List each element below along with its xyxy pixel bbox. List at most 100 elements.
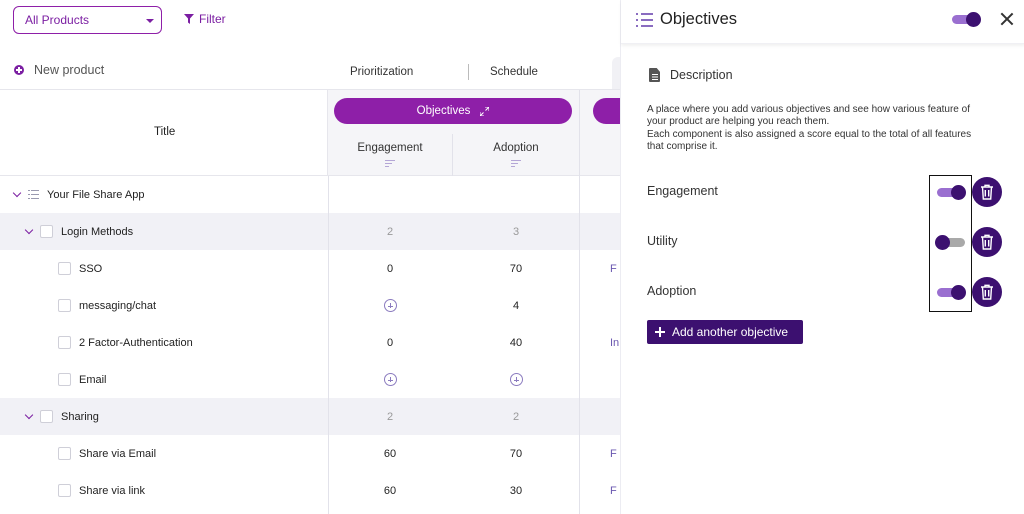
objective-toggle[interactable] [937,285,967,300]
row-title: Share via link [79,484,146,497]
engagement-column-header[interactable]: Engagement [357,142,423,154]
row-title: Email [79,373,107,386]
add-objective-button[interactable]: Add another objective [647,320,803,344]
engagement-cell[interactable]: 2 [386,410,394,423]
row-checkbox[interactable] [58,447,71,460]
description-heading: Description [649,68,733,82]
table-row[interactable]: SSO 0 70 F [0,250,620,287]
adoption-cell[interactable]: 70 [509,262,523,275]
row-title: messaging/chat [79,299,157,312]
row-checkbox[interactable] [58,484,71,497]
objective-toggle[interactable] [935,235,967,250]
add-circle-icon[interactable] [383,299,397,312]
adoption-cell[interactable]: 3 [512,225,520,238]
row-title: Login Methods [61,225,134,238]
panel-header: Objectives [621,0,1024,44]
adoption-cell[interactable]: 4 [512,299,520,312]
adoption-cell[interactable]: 70 [509,447,523,460]
table-row[interactable]: Email [0,361,620,398]
table-row[interactable]: 2 Factor-Authentication 0 40 In [0,324,620,361]
engagement-cell[interactable] [328,373,452,386]
close-icon[interactable] [1000,12,1014,26]
engagement-cell[interactable]: 60 [383,447,397,460]
objective-row-utility: Utility [647,227,1007,257]
objective-row-engagement: Engagement [647,177,1007,207]
next-column-cell[interactable]: F [610,262,617,275]
column-divider [452,134,453,176]
tab-edge [612,57,620,89]
trash-icon [981,184,993,200]
objectives-header-pill[interactable]: Objectives [334,98,572,124]
delete-objective-button[interactable] [972,277,1002,307]
title-column-header: Title [0,89,328,176]
filter-icon [184,14,194,24]
engagement-cell[interactable] [328,299,452,312]
new-product-button[interactable]: New product [14,63,104,77]
sort-icon[interactable] [511,160,521,168]
product-table-area: All Products Filter New product Prioriti… [0,6,620,514]
objectives-master-toggle[interactable] [952,12,982,27]
row-title: Sharing [61,410,99,423]
filter-button[interactable]: Filter [184,12,226,26]
table-row[interactable]: Share via link 60 30 F [0,472,620,509]
description-title: Description [670,68,733,82]
row-checkbox[interactable] [58,373,71,386]
row-title: Share via Email [79,447,157,460]
tab-prioritization[interactable]: Prioritization [350,66,414,78]
chevron-down-icon[interactable] [24,410,34,419]
adoption-cell[interactable]: 30 [509,484,523,497]
table-row[interactable]: Share via Email 60 70 F [0,435,620,472]
adoption-cell[interactable]: 40 [509,336,523,349]
list-icon [636,13,653,27]
engagement-cell[interactable]: 60 [383,484,397,497]
objective-name: Utility [647,234,678,248]
row-title: Your File Share App [47,188,145,201]
sort-icon[interactable] [385,160,395,168]
description-line: Each component is also assigned a score … [647,128,972,140]
description-text: A place where you add various objectives… [647,104,1007,153]
title-header-label: Title [154,126,176,138]
add-circle-icon[interactable] [509,373,523,386]
adoption-cell[interactable] [454,373,578,386]
engagement-cell[interactable]: 0 [386,262,394,275]
column-divider [579,90,580,177]
adoption-column-header[interactable]: Adoption [493,142,539,154]
new-product-label: New product [34,63,105,77]
row-checkbox[interactable] [58,262,71,275]
chevron-down-icon[interactable] [24,225,34,234]
table-row[interactable]: messaging/chat 4 [0,287,620,324]
adoption-cell[interactable]: 2 [512,410,520,423]
add-objective-label: Add another objective [672,325,789,339]
tab-schedule[interactable]: Schedule [490,66,538,78]
table-row[interactable]: Sharing 2 2 [0,398,620,435]
tab-divider [468,64,469,80]
row-checkbox[interactable] [40,225,53,238]
description-line: that comprise it. [647,140,718,152]
next-column-cell[interactable]: F [610,484,617,497]
objective-name: Engagement [647,184,718,198]
next-column-cell[interactable]: F [610,447,617,460]
chevron-down-icon[interactable] [12,188,22,197]
toggle-highlight-box [929,175,972,312]
product-select-value: All Products [25,13,90,27]
delete-objective-button[interactable] [972,227,1002,257]
objective-row-adoption: Adoption [647,277,1007,307]
table-row[interactable]: Your File Share App [0,176,620,213]
next-column-cell[interactable]: In [610,336,620,349]
plus-icon [14,65,24,75]
row-checkbox[interactable] [40,410,53,423]
delete-objective-button[interactable] [972,177,1002,207]
column-divider [328,176,329,514]
list-icon [28,190,39,200]
row-checkbox[interactable] [58,299,71,312]
row-checkbox[interactable] [58,336,71,349]
next-column-group-pill[interactable] [593,98,620,124]
table-row[interactable]: Login Methods 2 3 [0,213,620,250]
column-divider [579,176,580,514]
add-circle-icon[interactable] [383,373,397,386]
objective-toggle[interactable] [937,185,967,200]
product-select[interactable]: All Products [13,6,162,34]
engagement-cell[interactable]: 2 [386,225,394,238]
caret-down-icon [146,19,154,23]
engagement-cell[interactable]: 0 [386,336,394,349]
